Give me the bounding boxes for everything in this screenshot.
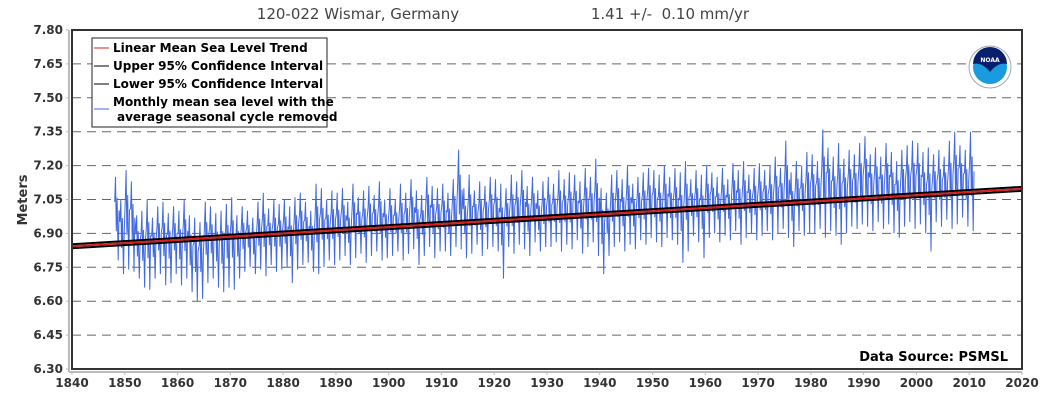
x-tick-label: 1860 [161, 376, 194, 390]
chart-title: 120-022 Wismar, Germany [257, 5, 459, 23]
y-tick-label: 7.50 [33, 91, 63, 105]
legend: Linear Mean Sea Level Trend Upper 95% Co… [91, 37, 338, 128]
x-tick-label: 1990 [847, 376, 880, 390]
y-tick-label: 7.05 [33, 193, 63, 207]
trend-rate: 1.41 +/- 0.10 mm/yr [591, 5, 750, 23]
legend-monthly-2: average seasonal cycle removed [117, 110, 338, 124]
x-tick-label: 2020 [1005, 376, 1038, 390]
x-tick-label: 1870 [214, 376, 247, 390]
upper-confidence-line [71, 185, 1023, 246]
x-tick-label: 1970 [741, 376, 774, 390]
x-axis: 1840 1850 1860 1870 1880 1890 1900 1910 1920 1930… [55, 371, 1039, 390]
x-tick-label: 2010 [953, 376, 986, 390]
y-axis-label: Meters [16, 174, 31, 225]
x-tick-label: 1950 [636, 376, 669, 390]
x-tick-label: 1910 [425, 376, 458, 390]
x-tick-label: 1890 [319, 376, 352, 390]
x-tick-label: 1850 [108, 376, 141, 390]
x-tick-label: 1940 [583, 376, 616, 390]
noaa-logo: NOAA [968, 45, 1012, 89]
x-tick-label: 1980 [794, 376, 827, 390]
legend-trend: Linear Mean Sea Level Trend [113, 41, 308, 55]
x-tick-label: 1930 [530, 376, 563, 390]
x-tick-label: 1880 [266, 376, 299, 390]
legend-monthly-1: Monthly mean sea level with the [113, 95, 334, 109]
svg-text:NOAA: NOAA [980, 57, 1000, 64]
y-tick-label: 6.75 [33, 260, 63, 274]
x-tick-label: 2000 [900, 376, 933, 390]
y-tick-label: 6.60 [33, 294, 63, 308]
x-tick-label: 1960 [689, 376, 722, 390]
y-tick-label: 7.20 [33, 159, 63, 173]
trend-line [71, 187, 1023, 248]
data-source: Data Source: PSMSL [859, 350, 1008, 365]
x-tick-label: 1900 [372, 376, 405, 390]
y-axis: 6.30 6.45 6.60 6.75 6.90 7.05 7.20 7.35 7.50 7.65… [33, 23, 70, 376]
legend-lower: Lower 95% Confidence Interval [113, 77, 323, 91]
x-tick-label: 1920 [478, 376, 511, 390]
lower-confidence-line [71, 189, 1023, 250]
legend-upper: Upper 95% Confidence Interval [113, 59, 323, 73]
x-tick-label: 1840 [55, 376, 88, 390]
y-tick-label: 7.80 [33, 23, 63, 37]
y-tick-label: 7.65 [33, 57, 63, 71]
y-tick-label: 7.35 [33, 125, 63, 139]
y-tick-label: 6.90 [33, 226, 63, 240]
y-tick-label: 6.45 [33, 328, 63, 342]
monthly-mean-sea-level-series [114, 129, 975, 302]
plot-frame [71, 29, 1023, 370]
y-tick-label: 6.30 [33, 362, 63, 376]
